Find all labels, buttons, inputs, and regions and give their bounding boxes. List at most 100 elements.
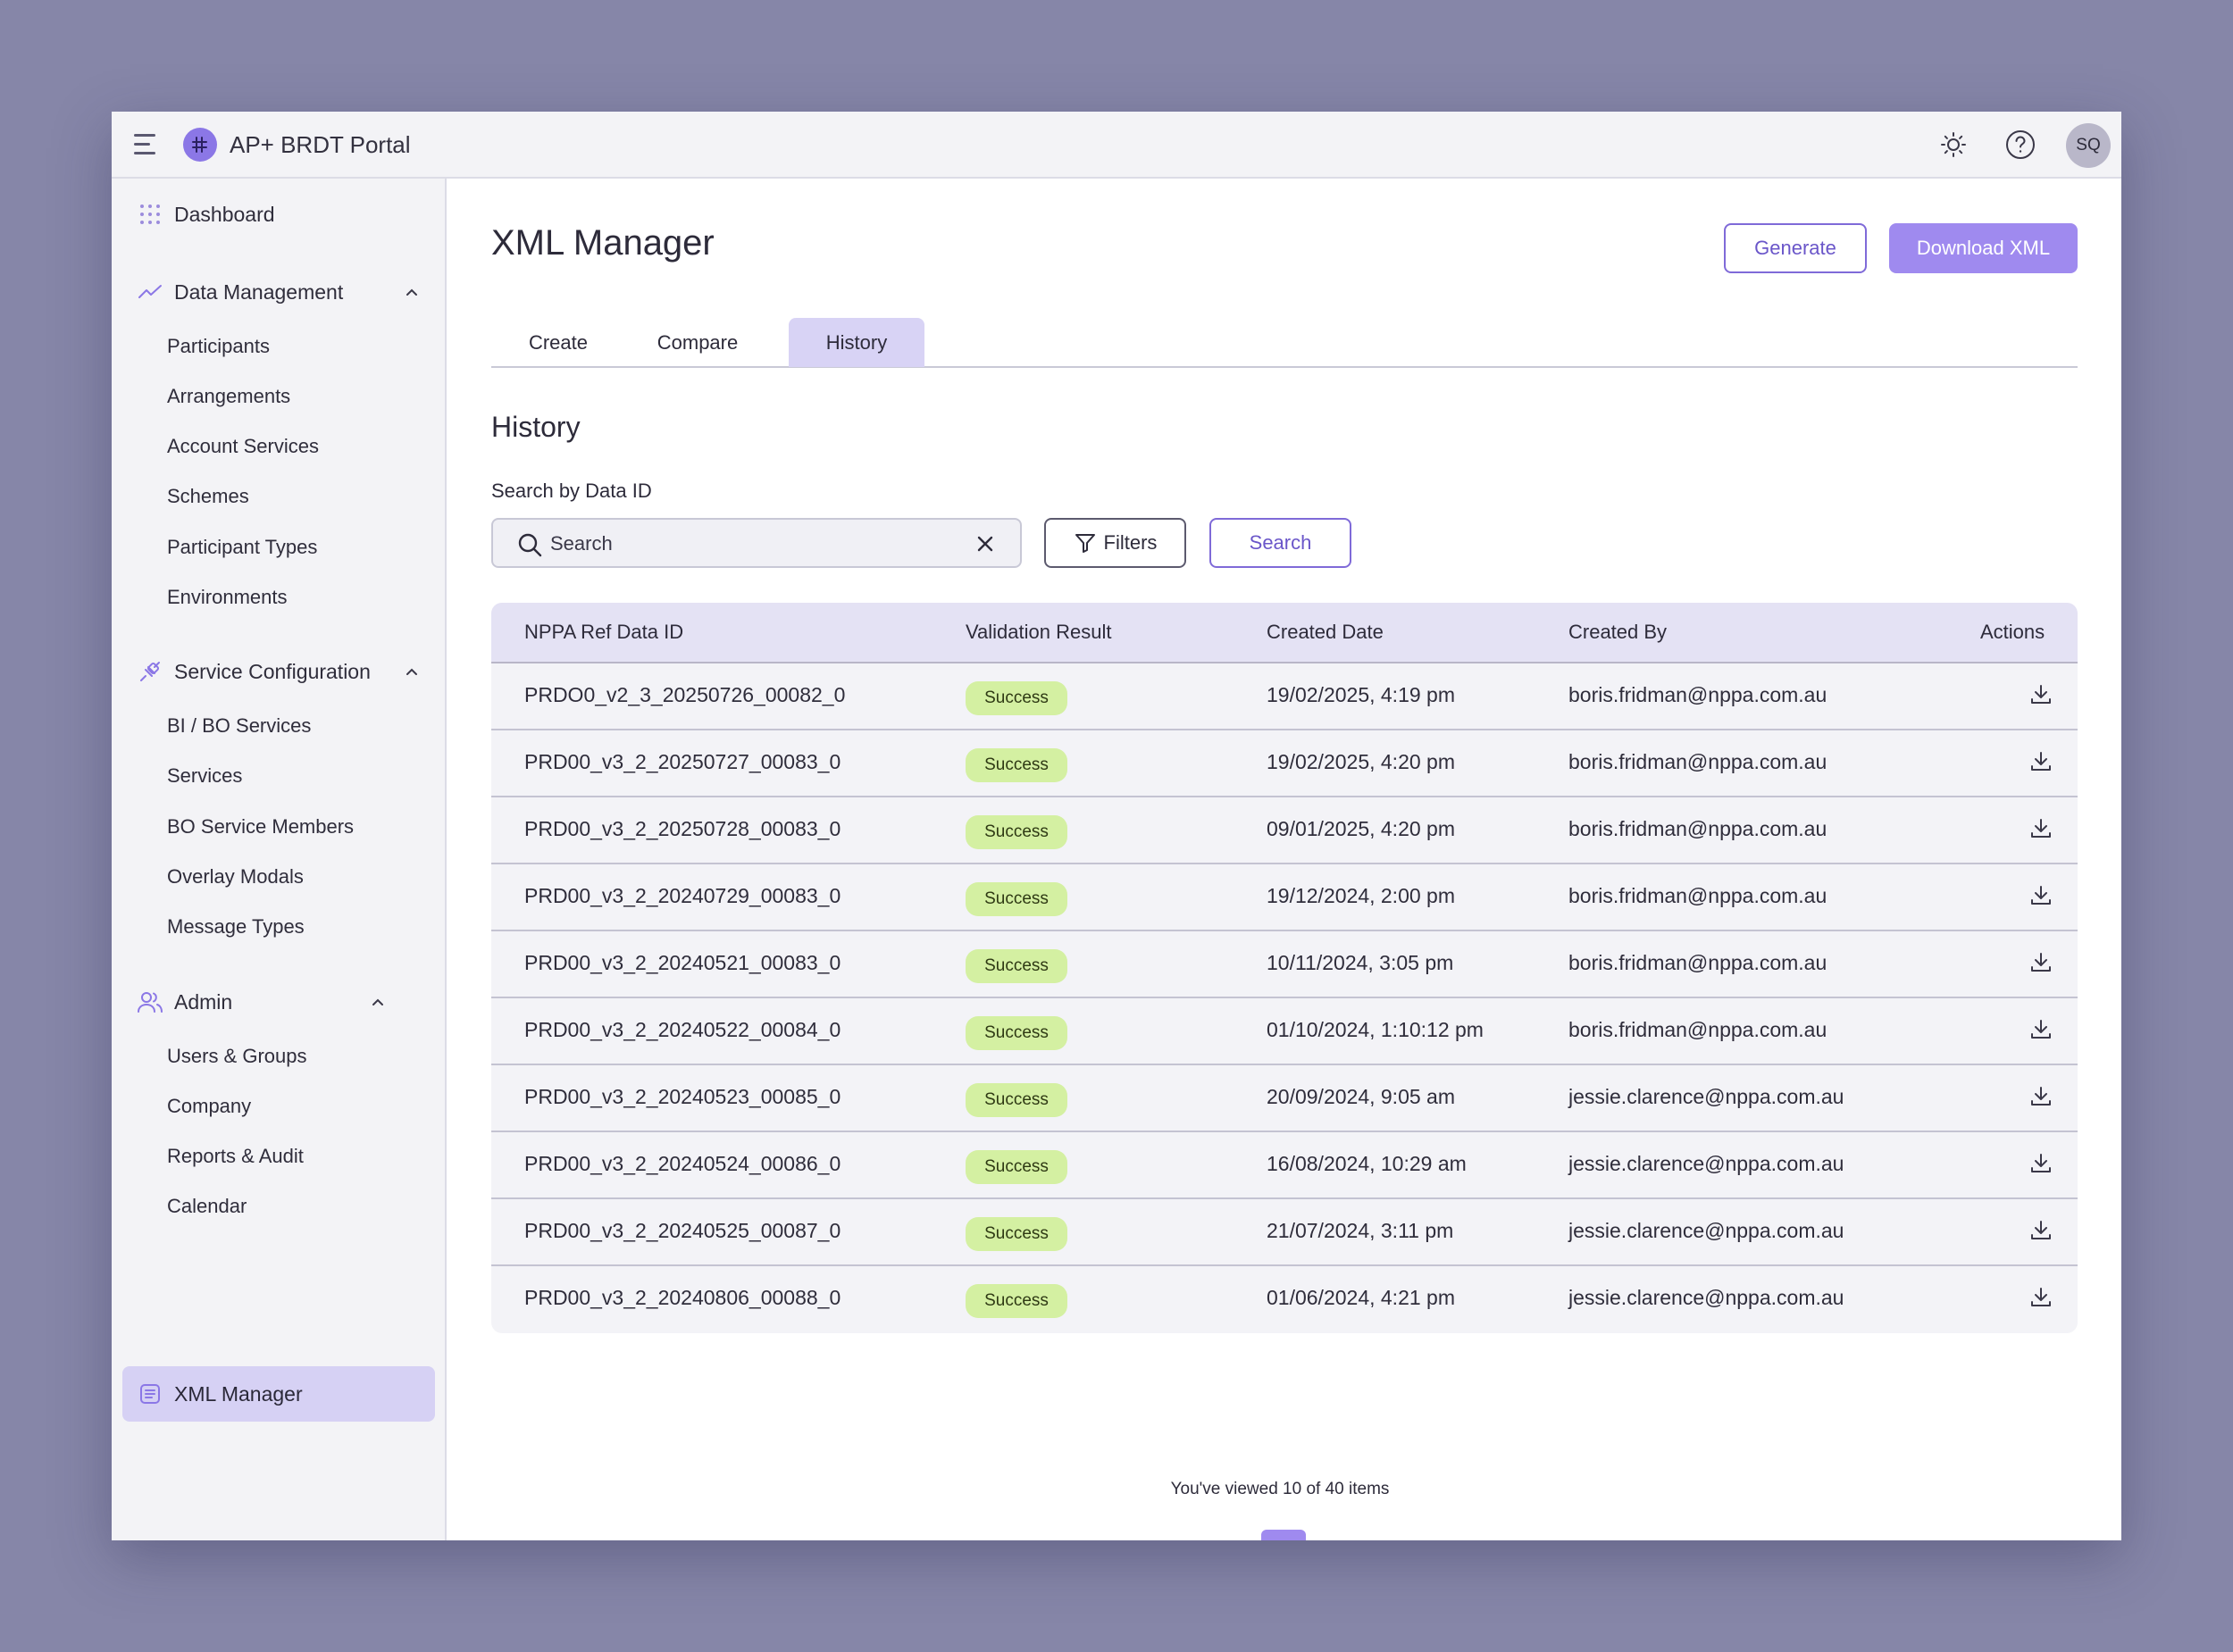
sidebar-item-calendar[interactable]: Calendar [167, 1195, 247, 1217]
created-date: 20/09/2024, 9:05 am [1267, 1085, 1455, 1108]
download-icon[interactable] [2028, 681, 2054, 708]
trend-line-icon [137, 279, 163, 305]
download-xml-button[interactable]: Download XML [1889, 223, 2078, 273]
table-row: PRD00_v3_2_20250727_00083_0 Success 19/02/… [491, 730, 2078, 797]
status-badge: Success [966, 1150, 1067, 1184]
sidebar-item-overlay-modals[interactable]: Overlay Modals [167, 865, 304, 888]
table-row: PRD00_v3_2_20240522_00084_0 Success 01/10/… [491, 998, 2078, 1065]
status-badge: Success [966, 1083, 1067, 1117]
main-content: XML Manager Generate Download XML Create… [447, 179, 2121, 1540]
download-icon[interactable] [2028, 949, 2054, 976]
download-icon[interactable] [2028, 1016, 2054, 1043]
download-icon[interactable] [2028, 1217, 2054, 1244]
search-icon [516, 531, 543, 558]
section-title: History [491, 411, 581, 443]
chevron-up-icon[interactable] [401, 661, 422, 682]
filters-label: Filters [1103, 531, 1158, 554]
tab-history[interactable]: History [789, 318, 924, 367]
ref-data-id: PRD00_v3_2_20250727_00083_0 [524, 750, 841, 773]
column-header: Validation Result [966, 621, 1112, 643]
created-date: 21/07/2024, 3:11 pm [1267, 1219, 1454, 1242]
history-table: NPPA Ref Data ID Validation Result Creat… [491, 603, 2078, 1333]
status-badge: Success [966, 949, 1067, 983]
table-header: NPPA Ref Data ID Validation Result Creat… [491, 603, 2078, 663]
sidebar-group-service-configuration[interactable]: Service Configuration [137, 654, 422, 689]
sidebar-item-environments[interactable]: Environments [167, 586, 288, 608]
created-by: jessie.clarence@nppa.com.au [1568, 1152, 1844, 1175]
sidebar-item-services[interactable]: Services [167, 764, 243, 787]
dots-grid-icon [137, 201, 163, 228]
created-by: boris.fridman@nppa.com.au [1568, 884, 1827, 907]
created-by: jessie.clarence@nppa.com.au [1568, 1286, 1844, 1309]
sidebar-item-bo-service-members[interactable]: BO Service Members [167, 815, 355, 838]
search-button[interactable]: Search [1209, 518, 1351, 568]
clear-icon[interactable] [974, 532, 997, 555]
download-icon[interactable] [2028, 1083, 2054, 1110]
page-button-5[interactable]: 5 [1440, 1530, 1484, 1540]
generate-button[interactable]: Generate [1724, 223, 1867, 273]
sidebar-group-data-management[interactable]: Data Management [137, 274, 422, 310]
sidebar-item-participant-types[interactable]: Participant Types [167, 536, 318, 558]
created-by: jessie.clarence@nppa.com.au [1568, 1085, 1844, 1108]
status-badge: Success [966, 815, 1067, 849]
page-title: XML Manager [491, 223, 715, 263]
menu-icon[interactable] [134, 134, 157, 155]
users-icon [137, 989, 163, 1015]
chevron-up-icon[interactable] [401, 281, 422, 303]
search-label: Search by Data ID [491, 480, 652, 502]
column-header: NPPA Ref Data ID [524, 621, 684, 643]
ref-data-id: PRD00_v3_2_20240806_00088_0 [524, 1286, 841, 1309]
sidebar-group-label: Service Configuration [174, 659, 371, 683]
page-button-2[interactable]: 2 [1306, 1530, 1351, 1540]
filters-button[interactable]: Filters [1044, 518, 1186, 568]
sidebar-item-company[interactable]: Company [167, 1095, 252, 1117]
table-row: PRD00_v3_2_20240524_00086_0 Success 16/08/… [491, 1132, 2078, 1199]
tab-compare[interactable]: Compare [657, 330, 739, 354]
download-icon[interactable] [2028, 1284, 2054, 1311]
app-window: AP+ BRDT Portal SQ Dashboard Data Manage… [112, 112, 2121, 1540]
sidebar: Dashboard Data Management Participants A… [112, 179, 447, 1540]
sidebar-item-participants[interactable]: Participants [167, 335, 270, 357]
table-row: PRDO0_v2_3_20250726_00082_0 Success 19/02/… [491, 663, 2078, 730]
created-by: boris.fridman@nppa.com.au [1568, 951, 1827, 974]
help-icon[interactable] [2003, 128, 2037, 162]
download-icon[interactable] [2028, 815, 2054, 842]
ref-data-id: PRDO0_v2_3_20250726_00082_0 [524, 683, 846, 706]
download-icon[interactable] [2028, 1150, 2054, 1177]
ref-data-id: PRD00_v3_2_20240729_00083_0 [524, 884, 841, 907]
sidebar-group-admin[interactable]: Admin [137, 984, 389, 1020]
sidebar-item-users-groups[interactable]: Users & Groups [167, 1045, 307, 1067]
user-avatar[interactable]: SQ [2066, 123, 2111, 168]
created-by: boris.fridman@nppa.com.au [1568, 1018, 1827, 1041]
sidebar-group-label: Admin [174, 989, 233, 1014]
created-by: boris.fridman@nppa.com.au [1568, 683, 1827, 706]
page-button-4[interactable]: 4 [1395, 1530, 1440, 1540]
status-badge: Success [966, 748, 1067, 782]
chevron-right-icon[interactable] [1484, 1530, 1529, 1540]
top-bar: AP+ BRDT Portal SQ [112, 112, 2121, 179]
sidebar-item-message-types[interactable]: Message Types [167, 915, 305, 938]
status-badge: Success [966, 1284, 1067, 1318]
sidebar-item-bi-bo-services[interactable]: BI / BO Services [167, 714, 312, 737]
search-field [491, 518, 1022, 568]
chevron-up-icon[interactable] [367, 991, 389, 1013]
theme-sun-icon[interactable] [1936, 128, 1970, 162]
page-button-1[interactable]: 1 [1261, 1530, 1306, 1540]
sidebar-item-xml-manager[interactable]: XML Manager [122, 1366, 435, 1422]
sidebar-item-reports-audit[interactable]: Reports & Audit [167, 1145, 304, 1167]
sidebar-item-arrangements[interactable]: Arrangements [167, 385, 291, 407]
page-button-3[interactable]: 3 [1351, 1530, 1395, 1540]
sidebar-item-account-services[interactable]: Account Services [167, 435, 319, 457]
ref-data-id: PRD00_v3_2_20240524_00086_0 [524, 1152, 841, 1175]
created-date: 16/08/2024, 10:29 am [1267, 1152, 1467, 1175]
tab-create[interactable]: Create [528, 330, 589, 354]
download-icon[interactable] [2028, 748, 2054, 775]
status-badge: Success [966, 681, 1067, 715]
search-input[interactable] [550, 529, 961, 559]
sidebar-item-label: Dashboard [174, 202, 275, 226]
sidebar-item-schemes[interactable]: Schemes [167, 485, 249, 507]
download-icon[interactable] [2028, 882, 2054, 909]
sidebar-item-dashboard[interactable]: Dashboard [137, 196, 422, 232]
created-date: 19/02/2025, 4:19 pm [1267, 683, 1455, 706]
table-row: PRD00_v3_2_20240729_00083_0 Success 19/12/… [491, 864, 2078, 931]
